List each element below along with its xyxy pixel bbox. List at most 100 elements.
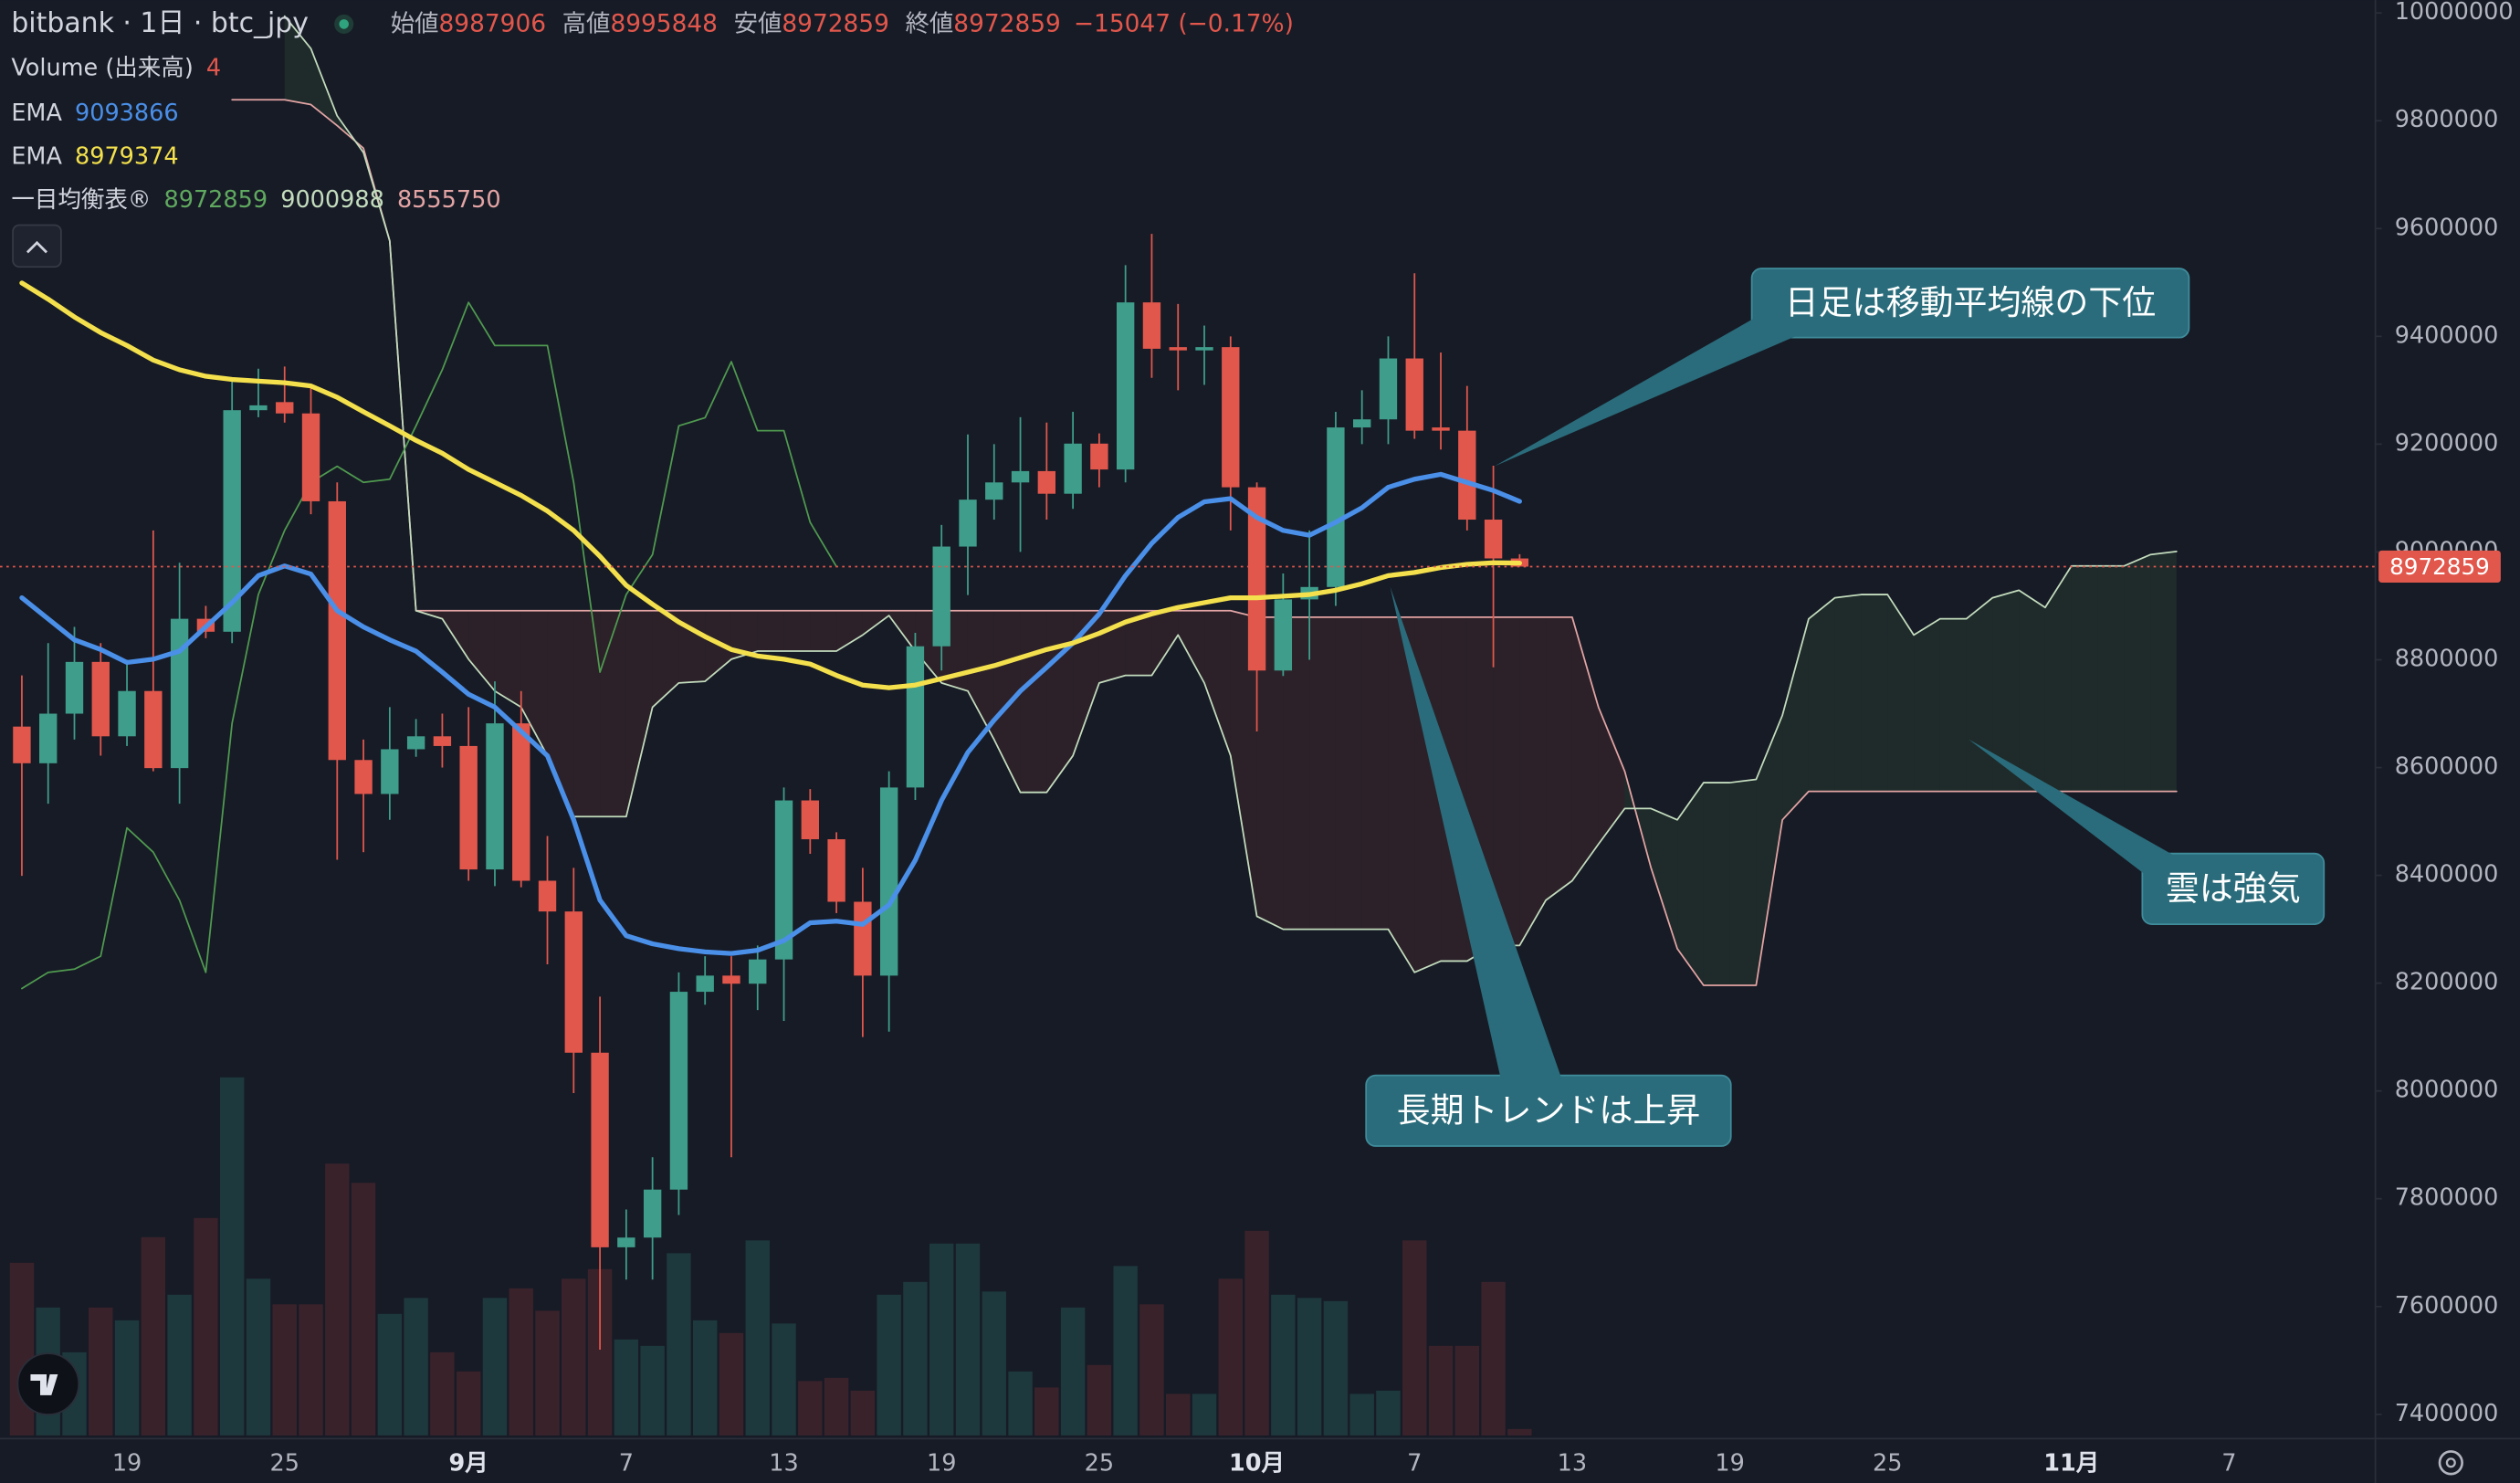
x-tick-label: 11月 (2043, 1450, 2099, 1478)
volume-bar (1166, 1394, 1191, 1436)
candle-body (65, 661, 84, 714)
candle-body (512, 723, 530, 881)
cloud-segment (1571, 616, 1599, 881)
volume-bar (141, 1236, 166, 1436)
y-tick-label: 7600000 (2395, 1292, 2499, 1320)
candle-body (827, 839, 845, 902)
candle-body (354, 760, 373, 794)
volume-bar (456, 1371, 481, 1436)
logo[interactable] (16, 1352, 80, 1415)
volume-bar (1323, 1300, 1349, 1436)
candle-body (1011, 470, 1030, 483)
cloud-segment (1887, 594, 1915, 792)
change-label: −15047 (−0.17%) (1074, 9, 1294, 37)
legend-row: Volume (出来高) 4 (11, 55, 221, 82)
candle-body (1222, 347, 1240, 488)
cloud-segment (1939, 618, 1967, 792)
volume-bar (745, 1240, 770, 1436)
cloud-segment (1388, 616, 1415, 973)
annotation: 日足は移動平均線の下位 (1494, 268, 2190, 467)
ohlc-value: 8987906 (439, 9, 547, 37)
candle-body (932, 546, 950, 647)
cloud-segment (1546, 616, 1572, 900)
volume-bar (667, 1253, 691, 1436)
cloud-segment (1020, 610, 1047, 793)
lagging-line (21, 301, 837, 990)
cloud-segment (1756, 715, 1783, 985)
cloud-segment (1966, 597, 1993, 792)
span-b-line (231, 99, 2178, 986)
volume-bar (562, 1278, 586, 1436)
logo-mark[interactable] (30, 1373, 58, 1395)
cloud-segment (2150, 551, 2177, 792)
collapse-button-box[interactable] (12, 224, 62, 268)
cloud-segment (1046, 610, 1074, 793)
cloud-segment (520, 610, 548, 756)
cloud-segment (1178, 610, 1205, 683)
ohlc-value: 8972859 (953, 9, 1061, 37)
legend-value: 8979374 (75, 143, 179, 171)
x-tick-label: 13 (1558, 1450, 1587, 1478)
candle-body (1484, 520, 1503, 559)
cloud-segment (1914, 618, 1940, 792)
current-price-label: 8972859 (2389, 553, 2490, 580)
current-price-tag (2378, 550, 2501, 584)
y-tick-label: 9800000 (2395, 106, 2499, 133)
volume-bar (1428, 1345, 1454, 1436)
y-tick-label: 8000000 (2395, 1077, 2499, 1104)
volume-bar (430, 1352, 455, 1436)
volume-bar (1218, 1278, 1243, 1436)
cloud-segment (1703, 783, 1730, 985)
candle-body (1169, 347, 1187, 351)
annotation-box (2141, 852, 2326, 926)
volume-bar (246, 1278, 271, 1436)
volume-bar (299, 1304, 323, 1436)
status-dot (339, 19, 349, 29)
legend-row: EMA 9093866 (11, 100, 178, 127)
cloud-segment (678, 610, 706, 683)
candle-body (1090, 443, 1108, 470)
candle-body (1327, 427, 1345, 587)
x-tick-label: 13 (769, 1450, 798, 1478)
volume-bar (955, 1243, 981, 1436)
cloud-segment (1598, 707, 1625, 845)
cloud-segment (1125, 610, 1152, 676)
volume-bar (798, 1381, 823, 1436)
y-tick-label: 9400000 (2395, 321, 2499, 349)
candle-body (1458, 430, 1476, 521)
candle-body (749, 959, 767, 984)
y-tick-label: 8800000 (2395, 645, 2499, 672)
x-tick-label: 7 (2221, 1450, 2236, 1478)
settings-button[interactable] (2438, 1450, 2463, 1476)
annotation-pointer (1494, 315, 1801, 467)
cloud-segment (1651, 808, 1678, 949)
volume-bar (877, 1294, 901, 1436)
volume-bar (482, 1298, 508, 1436)
volume-bar (693, 1320, 718, 1436)
volume-bar (772, 1323, 796, 1436)
x-tick-label: 25 (269, 1450, 299, 1478)
candle-body (433, 736, 452, 746)
x-tick-label: 19 (927, 1450, 956, 1478)
candle-body (722, 975, 740, 984)
cloud-segment (1309, 616, 1336, 930)
collapse-button[interactable] (12, 224, 62, 268)
collapse-button-icon[interactable] (26, 240, 48, 254)
ohlc-value: 8995848 (610, 9, 718, 37)
settings-ring[interactable] (2438, 1450, 2463, 1476)
y-tick-label: 10000000 (2395, 0, 2514, 26)
y-tick-label: 9200000 (2395, 429, 2499, 457)
cloud-segment (1283, 616, 1310, 930)
y-tick-label: 9600000 (2395, 214, 2499, 241)
y-tick-label: 7800000 (2395, 1184, 2499, 1212)
volume-bar (1271, 1294, 1296, 1436)
volume-bar (1060, 1307, 1086, 1436)
cloud-segment (1230, 610, 1257, 917)
candle-body (696, 975, 714, 993)
x-tick-label: 19 (1715, 1450, 1744, 1478)
candle-body (459, 745, 478, 870)
settings-center[interactable] (2445, 1457, 2456, 1468)
volume-bar (1297, 1298, 1322, 1436)
